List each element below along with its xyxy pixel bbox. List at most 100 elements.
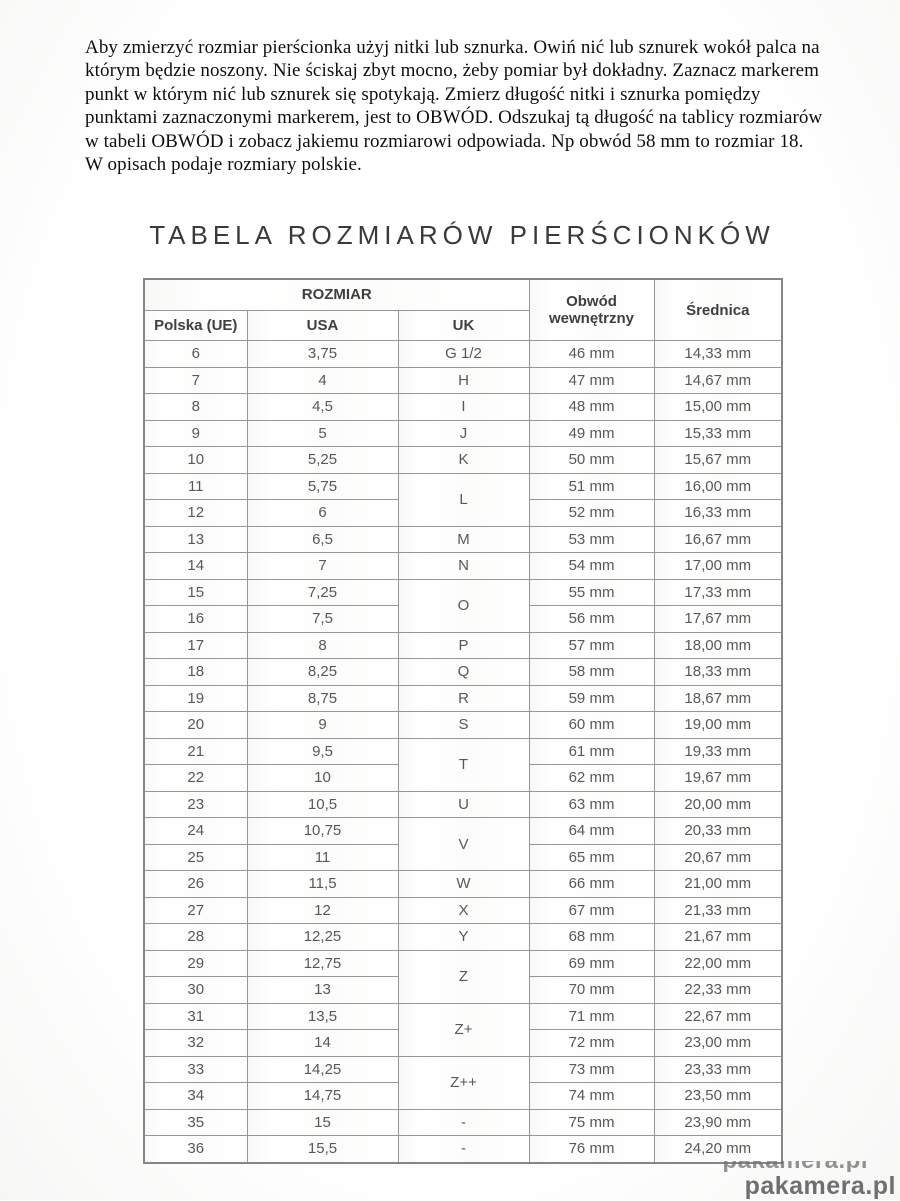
- intro-line: Aby zmierzyć rozmiar pierścionka użyj ni…: [85, 37, 820, 58]
- cell-usa: 15: [246, 1108, 399, 1136]
- cell-srednica: 22,33 mm: [653, 976, 783, 1004]
- intro-paragraph: Aby zmierzyć rozmiar pierścionka użyj ni…: [85, 36, 885, 176]
- cell-obwod: 61 mm: [528, 737, 655, 765]
- cell-usa: 7: [246, 552, 399, 580]
- table-row: 33 14,25 Z++ 73 mm 23,33 mm: [143, 1055, 783, 1110]
- intro-line: którym będzie noszony. Nie ściskaj zbyt …: [85, 60, 819, 82]
- table-row: 35 15-75 mm 23,90 mm: [143, 1108, 783, 1136]
- cell-uk: Z: [397, 949, 530, 1004]
- cell-obwod: 59 mm: [528, 684, 655, 712]
- table-row: 36 15,5-76 mm 24,20 mm: [143, 1135, 783, 1163]
- header-srednica: Średnica: [653, 278, 783, 341]
- cell-usa: 14,75: [246, 1082, 399, 1110]
- cell-srednica: 15,00 mm: [653, 393, 783, 421]
- cell-obwod: 68 mm: [528, 923, 655, 951]
- cell-srednica: 24,20 mm: [653, 1135, 783, 1163]
- cell-srednica: 23,90 mm: [653, 1108, 783, 1136]
- page-title: TABELA ROZMIARÓW PIERŚCIONKÓW: [149, 220, 775, 250]
- cell-srednica: 21,00 mm: [653, 870, 783, 898]
- cell-obwod: 50 mm: [528, 446, 655, 474]
- table-row: 28 12,25 Y 68 mm 21,67 mm: [143, 923, 783, 951]
- cell-srednica: 15,33 mm: [653, 419, 783, 447]
- table-row: 31 13,5 Z+ 71 mm 22,67 mm: [143, 1002, 783, 1057]
- cell-srednica: 17,67 mm: [653, 605, 783, 633]
- cell-obwod: 75 mm: [528, 1108, 655, 1136]
- cell-usa: 11,5: [246, 870, 399, 898]
- cell-usa: 8,75: [246, 684, 399, 712]
- cell-obwod: 72 mm: [528, 1029, 655, 1057]
- cell-obwod: 46 mm: [528, 340, 655, 368]
- table-row: 27 12 X 67 mm 21,33 mm: [143, 896, 783, 924]
- cell-usa: 6: [246, 499, 399, 527]
- cell-uk: W: [397, 870, 530, 898]
- table-row: 24 10,75 V 64 mm 20,33 mm: [143, 817, 783, 871]
- cell-uk: R: [397, 684, 530, 712]
- cell-srednica: 14,33 mm: [653, 340, 783, 368]
- table-row: 9 5 J 49 mm 15,33 mm: [143, 419, 783, 447]
- table-row: 20 9 S 60 mm 19,00 mm: [143, 711, 783, 739]
- cell-polska: 28: [143, 923, 248, 951]
- table-row: 29 12,75 Z 69 mm 22,00 mm: [143, 949, 783, 1004]
- cell-obwod: 74 mm: [528, 1082, 655, 1110]
- cell-usa: 3,75: [246, 340, 399, 368]
- cell-srednica: 22,67 mm: [653, 1002, 783, 1030]
- cell-polska: 9: [143, 419, 248, 447]
- cell-polska: 19: [143, 684, 248, 712]
- cell-obwod: 71 mm: [528, 1002, 655, 1030]
- cell-usa: 13: [246, 976, 399, 1004]
- cell-polska: 23: [143, 790, 248, 818]
- cell-polska: 30: [143, 976, 248, 1004]
- table-row: 10 5,25 K 50 mm 15,67 mm: [143, 446, 783, 474]
- table-row: 7 4 H 47 mm 14,67 mm: [143, 366, 783, 394]
- cell-obwod: 70 mm: [528, 976, 655, 1004]
- cell-polska: 20: [143, 711, 248, 739]
- table-row: 11 5,75 L 51 mm 16,00 mm: [143, 472, 783, 527]
- cell-obwod: 65 mm: [528, 843, 655, 871]
- cell-obwod: 56 mm: [528, 605, 655, 633]
- cell-srednica: 20,33 mm: [653, 817, 783, 845]
- cell-usa: 7,25: [246, 578, 399, 606]
- cell-polska: 12: [143, 499, 248, 527]
- cell-srednica: 17,33 mm: [653, 578, 783, 606]
- cell-uk: Q: [397, 658, 530, 686]
- cell-srednica: 18,00 mm: [653, 631, 783, 659]
- cell-uk: J: [397, 419, 530, 447]
- cell-usa: 11: [246, 843, 399, 871]
- watermark-text: pakamera.pl: [744, 1172, 896, 1200]
- cell-uk: U: [397, 790, 530, 818]
- header-row-subcolumns: Polska (UE) USA UK: [143, 309, 782, 341]
- cell-obwod: 47 mm: [528, 366, 655, 394]
- table-row: 34 14,75 74 mm 23,50 mm: [143, 1082, 783, 1110]
- cell-usa: 7,5: [246, 605, 399, 633]
- table-row: 17 8 P 57 mm 18,00 mm: [143, 631, 783, 659]
- header-polska-ue: Polska (UE): [143, 309, 248, 341]
- cell-obwod: 62 mm: [528, 764, 655, 792]
- cell-obwod: 55 mm: [528, 578, 655, 606]
- table-row: 14 7 N 54 mm 17,00 mm: [143, 552, 783, 580]
- cell-srednica: 20,00 mm: [653, 790, 783, 818]
- cell-polska: 10: [143, 446, 248, 474]
- cell-uk: -: [397, 1108, 530, 1136]
- cell-usa: 4,5: [246, 393, 399, 421]
- cell-uk: -: [397, 1135, 530, 1163]
- cell-polska: 15: [143, 578, 248, 606]
- header-obwod-wewnetrzny: Obwód wewnętrzny: [528, 278, 655, 341]
- table-row: 12 6 52 mm 16,33 mm: [143, 499, 783, 527]
- cell-uk: Z++: [397, 1055, 530, 1110]
- cell-srednica: 16,33 mm: [653, 499, 783, 527]
- cell-polska: 6: [143, 340, 248, 368]
- cell-polska: 14: [143, 552, 248, 580]
- cell-obwod: 54 mm: [528, 552, 655, 580]
- cell-obwod: 58 mm: [528, 658, 655, 686]
- cell-usa: 4: [246, 366, 399, 394]
- cell-usa: 8: [246, 631, 399, 659]
- cell-srednica: 18,33 mm: [653, 658, 783, 686]
- cell-usa: 8,25: [246, 658, 399, 686]
- cell-uk: O: [397, 578, 530, 633]
- intro-line: punkt w którym nić lub sznurek się spoty…: [85, 83, 761, 105]
- cell-obwod: 53 mm: [528, 525, 655, 553]
- ring-size-table: ROZMIAR Obwód wewnętrzny Średnica Polska…: [143, 278, 784, 1164]
- cell-polska: 35: [143, 1108, 248, 1136]
- table-row: 21 9,5 T 61 mm 19,33 mm: [143, 737, 783, 792]
